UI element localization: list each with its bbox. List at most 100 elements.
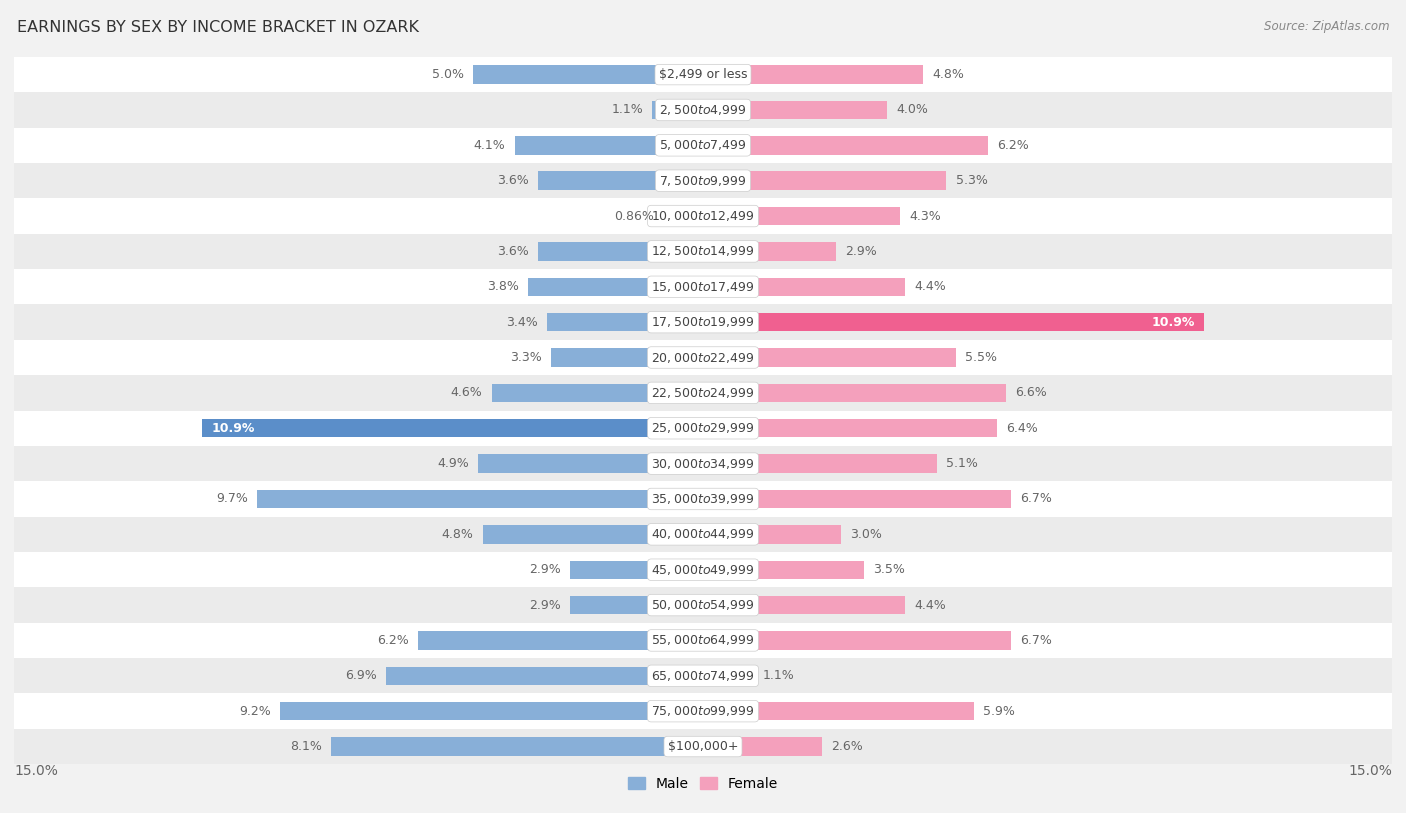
Text: $2,499 or less: $2,499 or less <box>659 68 747 81</box>
Text: 2.9%: 2.9% <box>845 245 877 258</box>
Bar <box>202 419 703 437</box>
Bar <box>703 277 905 296</box>
Bar <box>515 136 703 154</box>
Bar <box>703 702 974 720</box>
Bar <box>387 667 703 685</box>
FancyBboxPatch shape <box>14 198 1392 234</box>
Bar <box>280 702 703 720</box>
Text: 10.9%: 10.9% <box>211 422 254 435</box>
Bar <box>330 737 703 756</box>
Text: 3.6%: 3.6% <box>496 245 529 258</box>
Text: 6.7%: 6.7% <box>1019 634 1052 647</box>
Text: 6.2%: 6.2% <box>997 139 1029 152</box>
Text: $22,500 to $24,999: $22,500 to $24,999 <box>651 386 755 400</box>
Text: 2.9%: 2.9% <box>529 563 561 576</box>
FancyBboxPatch shape <box>14 552 1392 587</box>
Bar <box>551 348 703 367</box>
FancyBboxPatch shape <box>14 587 1392 623</box>
Text: 1.1%: 1.1% <box>762 669 794 682</box>
Text: 4.9%: 4.9% <box>437 457 468 470</box>
Text: 2.6%: 2.6% <box>831 740 863 753</box>
Text: $55,000 to $64,999: $55,000 to $64,999 <box>651 633 755 647</box>
Bar <box>474 65 703 84</box>
Bar <box>537 242 703 261</box>
Bar <box>703 489 1011 508</box>
Bar <box>703 454 938 473</box>
Text: 4.1%: 4.1% <box>474 139 506 152</box>
FancyBboxPatch shape <box>14 693 1392 729</box>
Bar <box>569 560 703 579</box>
FancyBboxPatch shape <box>14 375 1392 411</box>
Text: $20,000 to $22,499: $20,000 to $22,499 <box>651 350 755 364</box>
FancyBboxPatch shape <box>14 163 1392 198</box>
Bar <box>703 631 1011 650</box>
Bar <box>703 596 905 615</box>
Bar <box>478 454 703 473</box>
Text: EARNINGS BY SEX BY INCOME BRACKET IN OZARK: EARNINGS BY SEX BY INCOME BRACKET IN OZA… <box>17 20 419 35</box>
Text: $12,500 to $14,999: $12,500 to $14,999 <box>651 245 755 259</box>
Text: 2.9%: 2.9% <box>529 598 561 611</box>
FancyBboxPatch shape <box>14 729 1392 764</box>
Text: $30,000 to $34,999: $30,000 to $34,999 <box>651 457 755 471</box>
Text: 0.86%: 0.86% <box>614 210 654 223</box>
FancyBboxPatch shape <box>14 411 1392 446</box>
Bar <box>703 207 900 225</box>
FancyBboxPatch shape <box>14 128 1392 163</box>
FancyBboxPatch shape <box>14 481 1392 517</box>
Text: 3.8%: 3.8% <box>488 280 519 293</box>
FancyBboxPatch shape <box>14 446 1392 481</box>
Text: 4.0%: 4.0% <box>896 103 928 116</box>
Bar <box>703 348 956 367</box>
Text: 3.5%: 3.5% <box>873 563 905 576</box>
Bar <box>703 101 887 120</box>
Bar <box>703 136 988 154</box>
FancyBboxPatch shape <box>14 57 1392 92</box>
Bar <box>703 242 837 261</box>
Legend: Male, Female: Male, Female <box>623 771 783 796</box>
Text: 4.4%: 4.4% <box>914 280 946 293</box>
Bar <box>703 419 997 437</box>
Text: $10,000 to $12,499: $10,000 to $12,499 <box>651 209 755 223</box>
Bar <box>703 384 1007 402</box>
Text: 3.6%: 3.6% <box>496 174 529 187</box>
Bar <box>418 631 703 650</box>
Text: 5.1%: 5.1% <box>946 457 979 470</box>
Bar <box>547 313 703 332</box>
Text: 4.4%: 4.4% <box>914 598 946 611</box>
Text: 5.5%: 5.5% <box>965 351 997 364</box>
Text: 6.7%: 6.7% <box>1019 493 1052 506</box>
Text: 3.4%: 3.4% <box>506 315 537 328</box>
Bar <box>703 65 924 84</box>
FancyBboxPatch shape <box>14 269 1392 304</box>
Text: $75,000 to $99,999: $75,000 to $99,999 <box>651 704 755 718</box>
FancyBboxPatch shape <box>14 234 1392 269</box>
Text: 3.3%: 3.3% <box>510 351 543 364</box>
Bar <box>703 737 823 756</box>
Text: 6.6%: 6.6% <box>1015 386 1047 399</box>
Text: 4.8%: 4.8% <box>932 68 965 81</box>
Text: 5.3%: 5.3% <box>956 174 987 187</box>
Text: $5,000 to $7,499: $5,000 to $7,499 <box>659 138 747 152</box>
Text: $35,000 to $39,999: $35,000 to $39,999 <box>651 492 755 506</box>
FancyBboxPatch shape <box>14 304 1392 340</box>
Text: 8.1%: 8.1% <box>290 740 322 753</box>
FancyBboxPatch shape <box>14 623 1392 659</box>
Text: 9.7%: 9.7% <box>217 493 249 506</box>
Text: 15.0%: 15.0% <box>1348 764 1392 778</box>
Bar <box>529 277 703 296</box>
Bar <box>703 667 754 685</box>
Bar <box>569 596 703 615</box>
Text: $17,500 to $19,999: $17,500 to $19,999 <box>651 315 755 329</box>
Text: $45,000 to $49,999: $45,000 to $49,999 <box>651 563 755 576</box>
FancyBboxPatch shape <box>14 340 1392 375</box>
Bar <box>257 489 703 508</box>
Text: 1.1%: 1.1% <box>612 103 644 116</box>
Text: 15.0%: 15.0% <box>14 764 58 778</box>
Text: $40,000 to $44,999: $40,000 to $44,999 <box>651 528 755 541</box>
Text: 4.3%: 4.3% <box>910 210 942 223</box>
Text: $7,500 to $9,999: $7,500 to $9,999 <box>659 174 747 188</box>
Bar <box>703 172 946 190</box>
FancyBboxPatch shape <box>14 517 1392 552</box>
Text: 6.9%: 6.9% <box>344 669 377 682</box>
Bar <box>537 172 703 190</box>
